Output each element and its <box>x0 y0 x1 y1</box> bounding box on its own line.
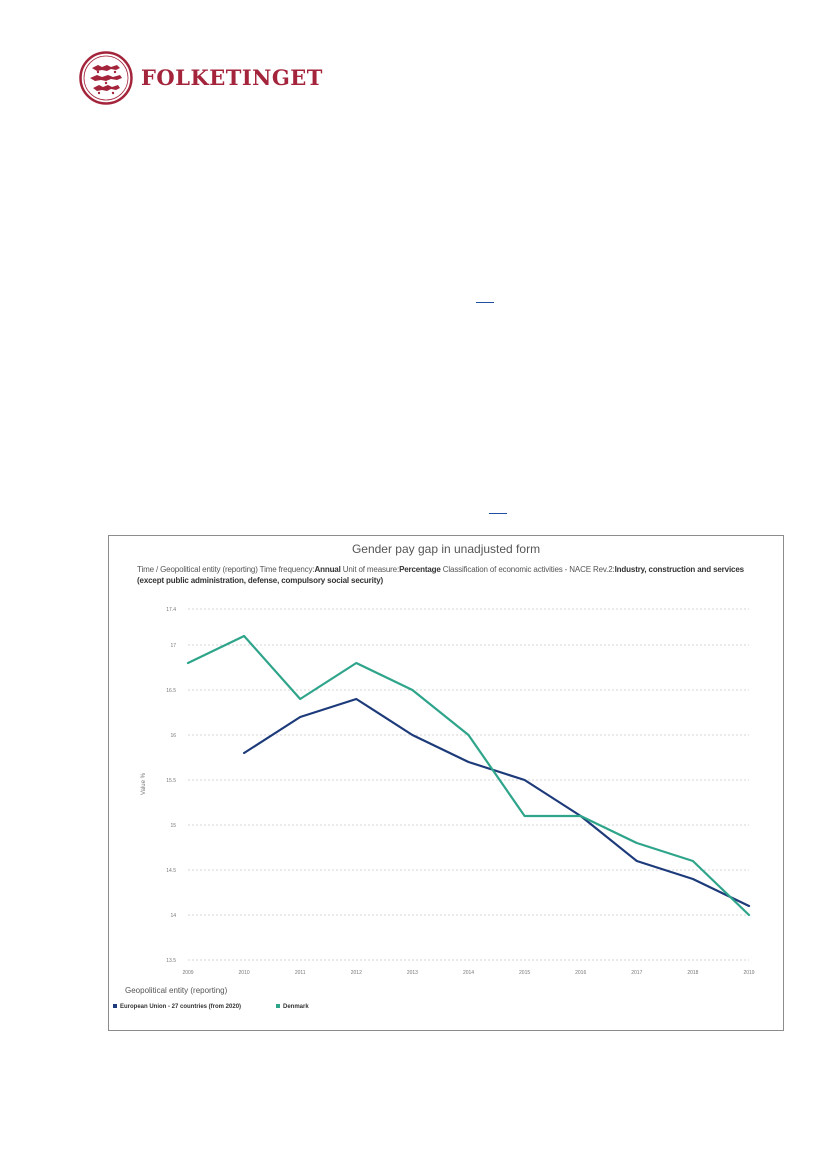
chart-title: Gender pay gap in unadjusted form <box>351 542 541 556</box>
series-line-denmark <box>186 634 751 917</box>
chart-plot-area: 13.5 14 14.5 15 15.5 16 16.5 17 17.4 2009 2010 2011… <box>141 607 755 976</box>
x-tick-label-2016: 2016 <box>575 970 586 976</box>
chart-subtitle-part-2: Unit of measure: <box>340 565 400 574</box>
chart-subtitle-part-1: Annual <box>314 565 341 574</box>
x-tick-label-2010: 2010 <box>239 970 250 976</box>
y-tick-label-17.4: 17.4 <box>166 607 176 613</box>
legend-label-denmark: Denmark <box>283 1004 309 1010</box>
y-tick-label-17: 17 <box>170 643 176 649</box>
logo-wordmark: FOLKETINGET <box>141 65 323 90</box>
three-lions-seal-icon <box>79 51 133 105</box>
y-tick-label-14: 14 <box>170 913 176 919</box>
legend-item-eu27[interactable]: European Union - 27 countries (from 2020… <box>113 1004 241 1010</box>
x-tick-label-2012: 2012 <box>351 970 362 976</box>
footnote-link-2[interactable] <box>489 513 507 514</box>
legend-title: Geopolitical entity (reporting) <box>125 986 228 995</box>
y-tick-label-14.5: 14.5 <box>166 868 176 874</box>
x-tick-label-2015: 2015 <box>519 970 530 976</box>
x-tick-label-2011: 2011 <box>295 970 306 976</box>
folketinget-logo: FOLKETINGET <box>79 51 322 105</box>
y-axis-label: Value % <box>141 772 147 795</box>
chart-subtitle-part-5: Industry, construction and services (exc… <box>137 565 744 585</box>
chart-subtitle-part-4: Classification of economic activities - … <box>440 565 615 574</box>
x-tick-label-2014: 2014 <box>463 970 474 976</box>
legend-label-eu27: European Union - 27 countries (from 2020… <box>120 1004 242 1010</box>
x-tick-label-2019: 2019 <box>743 970 754 976</box>
chart-subtitle-part-3: Percentage <box>399 565 441 574</box>
gender-pay-gap-chart: Gender pay gap in unadjusted form Time /… <box>108 535 784 1031</box>
x-tick-label-2018: 2018 <box>687 970 698 976</box>
chart-subtitle-part-0: Time / Geopolitical entity (reporting) T… <box>137 565 315 574</box>
y-tick-label-16: 16 <box>170 733 176 739</box>
legend-swatch-denmark <box>276 1004 280 1009</box>
footnote-link-1[interactable] <box>476 302 494 303</box>
x-tick-label-2009: 2009 <box>182 970 193 976</box>
legend-swatch-eu27 <box>113 1004 117 1009</box>
series-line-eu27 <box>243 697 751 908</box>
x-tick-label-2013: 2013 <box>407 970 418 976</box>
y-tick-label-13.5: 13.5 <box>166 958 176 964</box>
y-tick-label-16.5: 16.5 <box>166 688 176 694</box>
y-tick-label-15.5: 15.5 <box>166 778 176 784</box>
y-tick-label-15: 15 <box>170 823 176 829</box>
legend-item-denmark[interactable]: Denmark <box>276 1004 309 1010</box>
chart-subtitle: Time / Geopolitical entity (reporting) T… <box>137 564 747 586</box>
x-tick-label-2017: 2017 <box>631 970 642 976</box>
